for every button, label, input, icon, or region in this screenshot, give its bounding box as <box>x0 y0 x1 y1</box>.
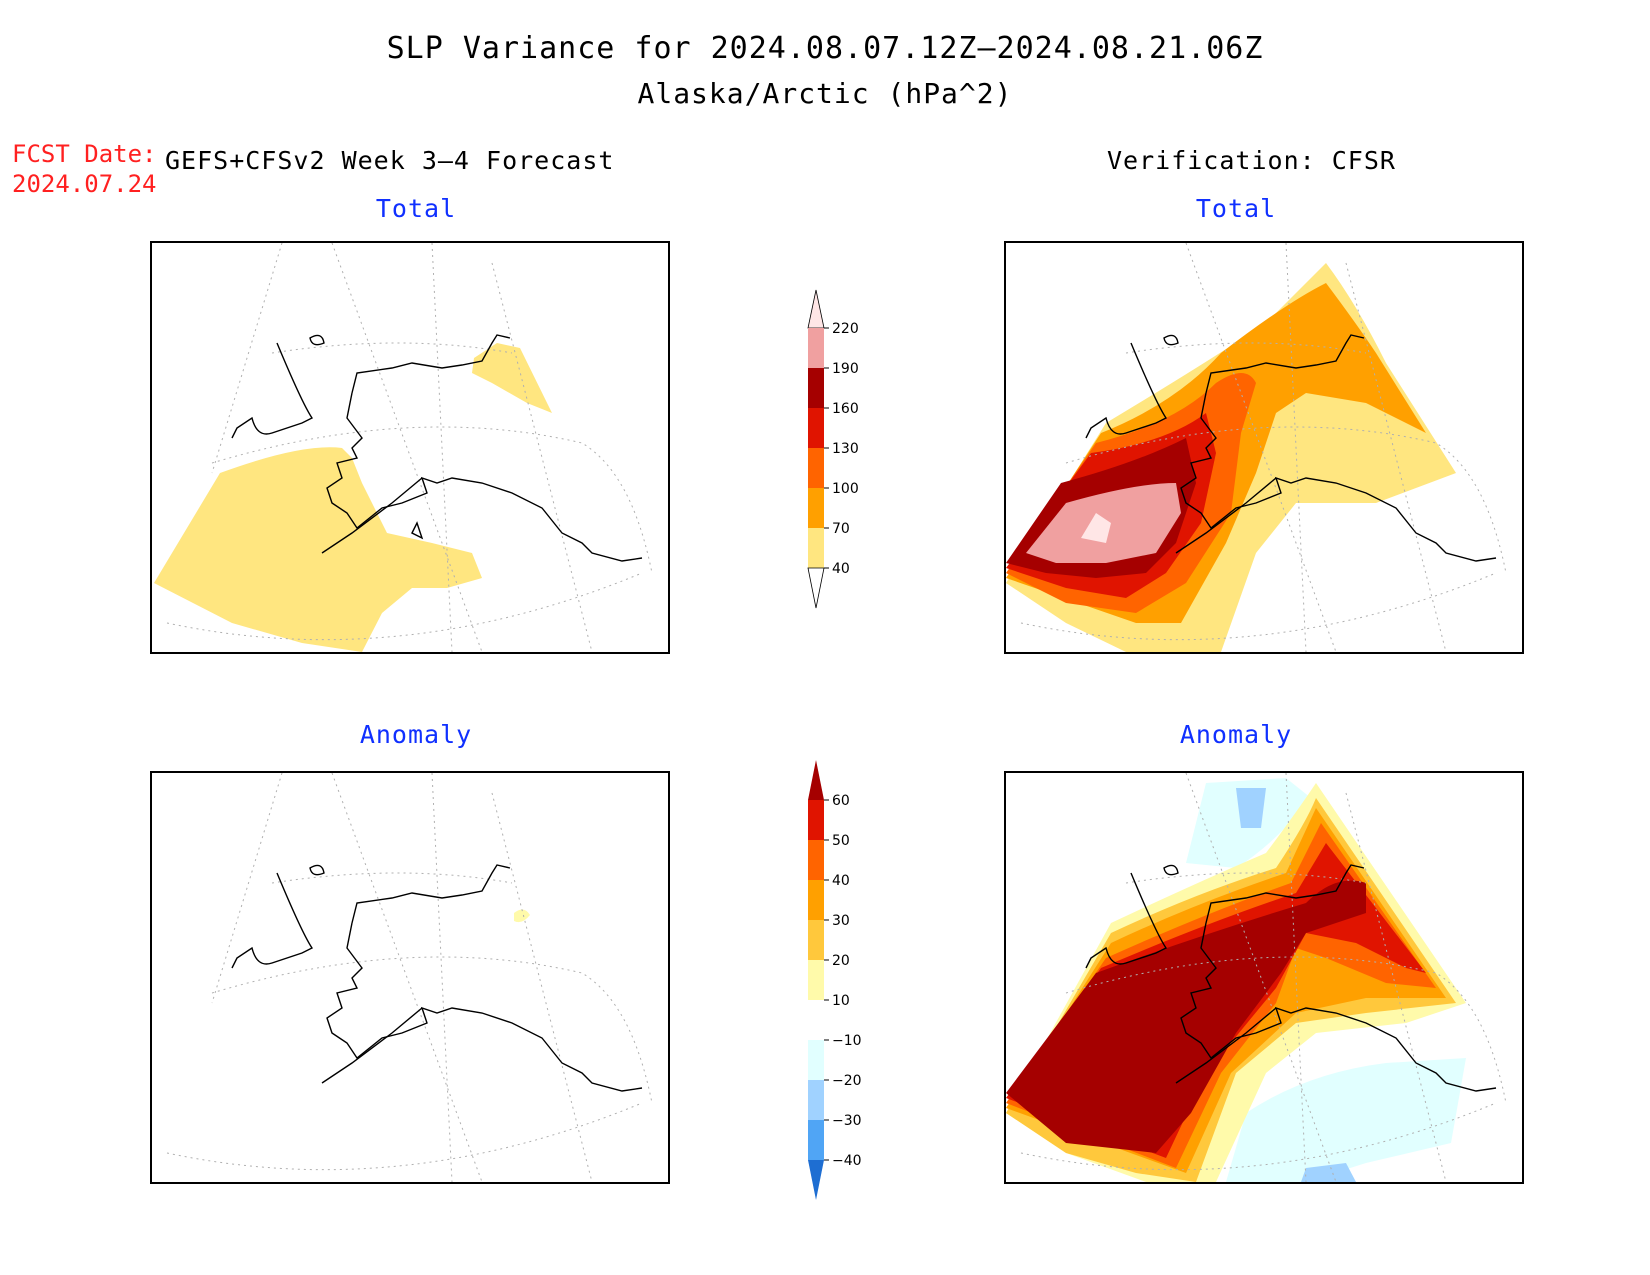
map-grid <box>1020 243 1507 652</box>
colorbar-tick-label: 40 <box>832 873 850 889</box>
forecast-total-title: Total <box>375 194 457 223</box>
colorbar-bin <box>808 1080 824 1120</box>
colorbar-bin <box>808 328 824 368</box>
colorbar-tick-label: 190 <box>832 361 859 377</box>
colorbar-tick-label: 130 <box>832 441 859 457</box>
colorbar-bottom-triangle <box>807 567 825 609</box>
forecast-column-heading: GEFS+CFSv2 Week 3–4 Forecast <box>165 146 615 175</box>
colorbar-tick-label: 220 <box>832 321 859 337</box>
colorbar-bin <box>808 1000 824 1040</box>
colorbar-tick-label: 20 <box>832 953 850 969</box>
colorbar-bin <box>808 448 824 488</box>
colorbar-tick-label: 30 <box>832 913 850 929</box>
colorbar-bin <box>808 368 824 408</box>
colorbar-bin <box>808 800 824 840</box>
anomaly-colorbar: 60 50 40 30 20 10 −10 −20 −30 −40 <box>808 760 862 1200</box>
colorbar-bin <box>808 1120 824 1160</box>
colorbar-bin <box>808 880 824 920</box>
colorbar-tick-label: −20 <box>832 1073 862 1089</box>
colorbar-tick-label: −30 <box>832 1113 862 1129</box>
colorbar-tick-label: 160 <box>832 401 859 417</box>
map-fill-shading <box>154 343 552 652</box>
coastline <box>231 864 643 1092</box>
colorbar-tick-label: 70 <box>832 521 850 537</box>
map-grid <box>1020 773 1507 1182</box>
colorbar-tick-label: −10 <box>832 1033 862 1049</box>
verification-total-map <box>1004 241 1524 654</box>
colorbar-tick-label: 50 <box>832 833 850 849</box>
colorbar-bin <box>808 1040 824 1080</box>
coastline <box>1085 334 1497 562</box>
colorbar-bin <box>808 960 824 1000</box>
verification-anomaly-map <box>1004 771 1524 1184</box>
colorbar-tick-label: −40 <box>832 1153 862 1169</box>
colorbar-tick-label: 60 <box>832 793 850 809</box>
colorbar-bottom-triangle <box>808 1160 824 1200</box>
colorbar-tick-label: 10 <box>832 993 850 1009</box>
colorbar-top-triangle <box>807 289 825 329</box>
colorbar-tick-label: 100 <box>832 481 859 497</box>
coastline <box>231 334 643 562</box>
colorbar-tick-label: 40 <box>832 561 850 577</box>
main-subtitle: Alaska/Arctic (hPa^2) <box>637 77 1013 110</box>
verification-column-heading: Verification: CFSR <box>1107 146 1396 175</box>
map-fill-shading <box>1006 263 1456 652</box>
colorbar-bin <box>808 488 824 528</box>
colorbar-bin <box>808 528 824 568</box>
colorbar-top-triangle <box>808 760 824 800</box>
colorbar-bin <box>808 840 824 880</box>
map-grid <box>166 243 653 652</box>
forecast-anomaly-map <box>150 771 670 1184</box>
forecast-total-map <box>150 241 670 654</box>
forecast-anomaly-title: Anomaly <box>359 720 473 749</box>
map-grid <box>166 773 653 1182</box>
forecast-date-label: FCST Date: <box>12 140 157 168</box>
map-fill-shading <box>1006 778 1466 1182</box>
verification-total-title: Total <box>1195 194 1277 223</box>
map-fill-shading <box>514 909 530 923</box>
total-colorbar: 220 190 160 130 100 70 40 <box>807 289 859 609</box>
verification-anomaly-title: Anomaly <box>1179 720 1293 749</box>
forecast-date-value: 2024.07.24 <box>12 170 157 198</box>
colorbar-bin <box>808 408 824 448</box>
colorbar-bin <box>808 920 824 960</box>
coastline <box>1085 864 1497 1092</box>
main-title: SLP Variance for 2024.08.07.12Z–2024.08.… <box>386 31 1264 66</box>
